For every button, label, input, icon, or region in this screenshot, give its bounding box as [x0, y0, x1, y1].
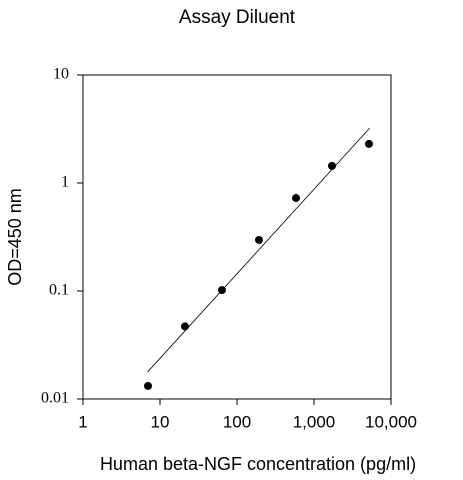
y-axis-label: OD=450 nm — [5, 188, 25, 286]
data-point — [292, 194, 301, 203]
x-axis-label: Human beta-NGF concentration (pg/ml) — [100, 454, 416, 474]
x-tick-label: 10,000 — [365, 412, 417, 431]
y-tick-label: 1 — [61, 174, 69, 191]
fit-line — [147, 127, 371, 373]
data-point — [254, 235, 263, 244]
y-tick-label: 0.01 — [41, 390, 69, 407]
y-tick-label: 10 — [53, 66, 69, 83]
data-point — [364, 139, 373, 148]
y-tick-label: 0.1 — [49, 282, 69, 299]
x-tick-label: 1 — [78, 412, 87, 431]
data-point — [180, 322, 189, 331]
x-tick-label: 10 — [151, 412, 170, 431]
x-tick-label: 1,000 — [293, 412, 336, 431]
data-point — [143, 381, 152, 390]
x-tick-label: 100 — [223, 412, 251, 431]
chart-title: Assay Diluent — [179, 7, 296, 28]
data-point — [327, 161, 336, 170]
plot-frame — [82, 74, 392, 400]
